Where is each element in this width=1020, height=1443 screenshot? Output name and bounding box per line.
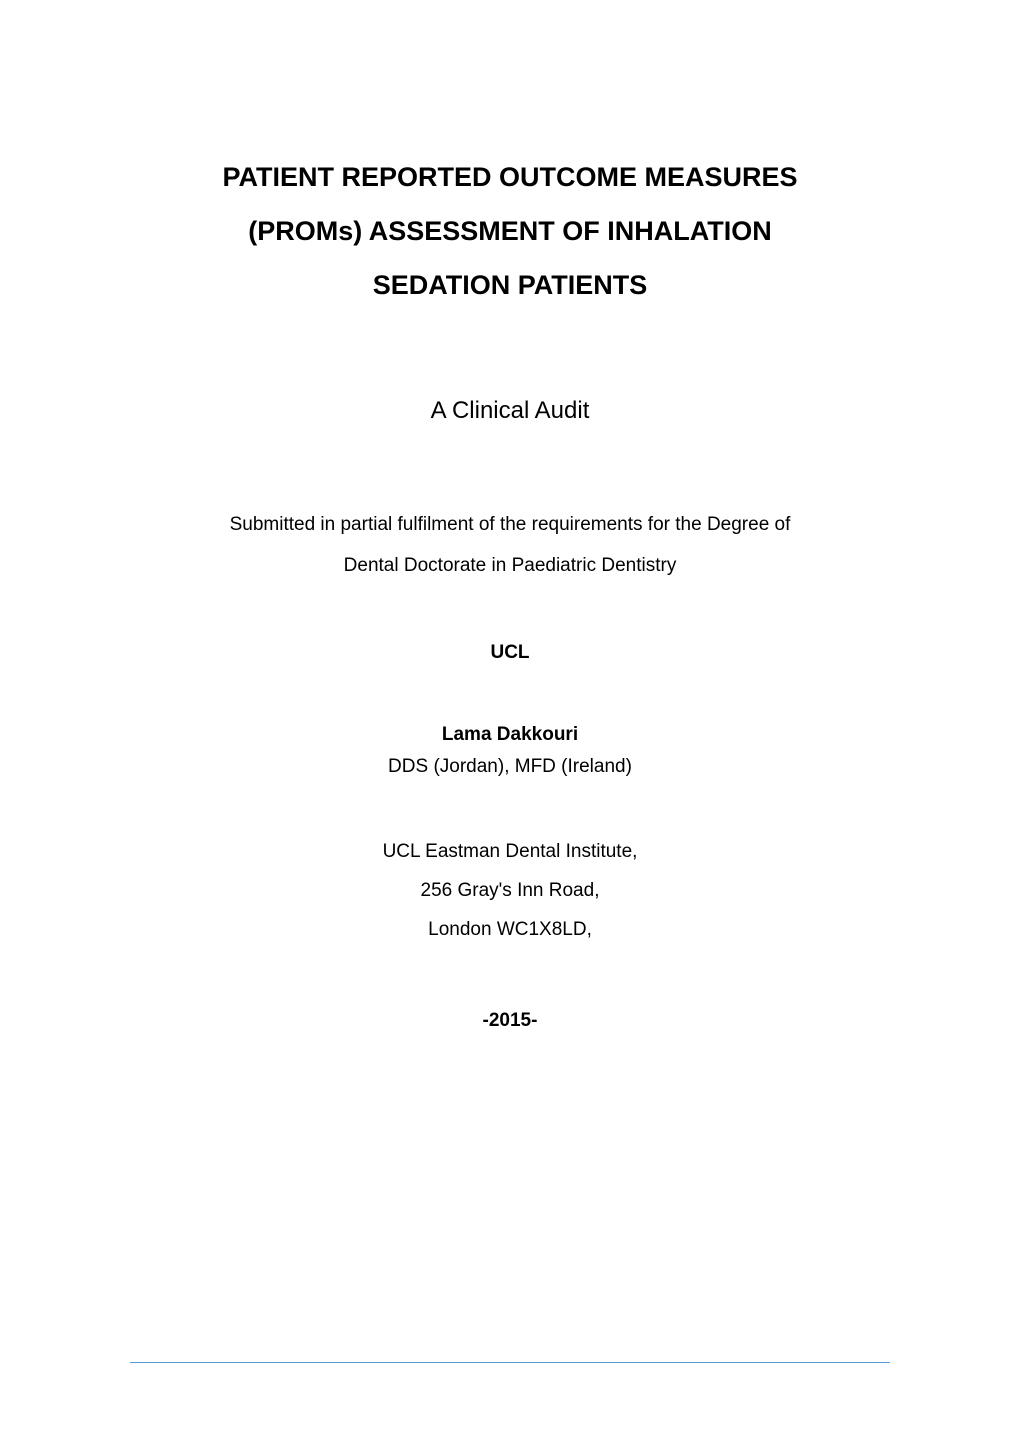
author-credentials: DDS (Jordan), MFD (Ireland) — [130, 756, 890, 778]
address-line-3: London WC1X8LD, — [130, 911, 890, 950]
author-name: Lama Dakkouri — [130, 724, 890, 746]
title-line-1: PATIENT REPORTED OUTCOME MEASURES — [130, 150, 890, 204]
submission-line-1: Submitted in partial fulfilment of the r… — [130, 505, 890, 546]
title-line-2: (PROMs) ASSESSMENT OF INHALATION — [130, 204, 890, 258]
document-subtitle: A Clinical Audit — [130, 397, 890, 425]
address-line-1: UCL Eastman Dental Institute, — [130, 833, 890, 872]
institution-abbrev: UCL — [130, 642, 890, 664]
title-line-3: SEDATION PATIENTS — [130, 258, 890, 312]
submission-line-2: Dental Doctorate in Paediatric Dentistry — [130, 546, 890, 587]
document-title: PATIENT REPORTED OUTCOME MEASURES (PROMs… — [130, 150, 890, 312]
address-line-2: 256 Gray's Inn Road, — [130, 872, 890, 911]
page: PATIENT REPORTED OUTCOME MEASURES (PROMs… — [0, 0, 1020, 1443]
footer-divider — [130, 1362, 890, 1363]
year: -2015- — [130, 1010, 890, 1032]
institution-address: UCL Eastman Dental Institute, 256 Gray's… — [130, 833, 890, 950]
submission-statement: Submitted in partial fulfilment of the r… — [130, 505, 890, 587]
